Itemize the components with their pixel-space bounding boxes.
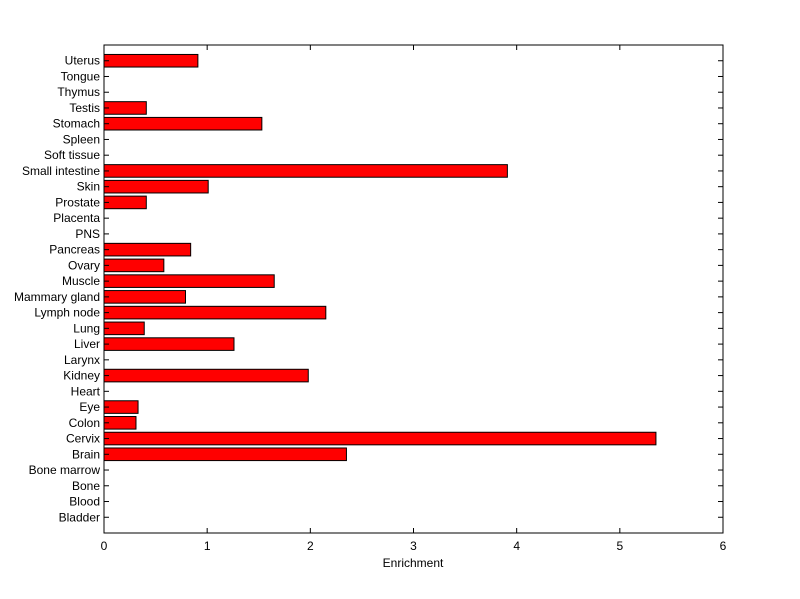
ticks-group [103,45,724,533]
y-tick-label-eye: Eye [79,400,100,414]
y-tick-label-pancreas: Pancreas [49,243,100,257]
bar-muscle [103,274,275,288]
x-axis-label: Enrichment [383,556,444,570]
bar-kidney [103,368,309,383]
y-tick-label-pns: PNS [75,227,100,241]
x-tick-label: 2 [307,539,314,553]
y-tick-label-placenta: Placenta [53,211,100,225]
bar-skin [103,179,209,194]
y-tick-label-bladder: Bladder [59,510,100,524]
y-tick-label-prostate: Prostate [55,195,100,209]
y-tick-label-thymus: Thymus [57,85,100,99]
y-tick-label-liver: Liver [74,337,100,351]
y-tick-label-heart: Heart [71,384,101,398]
bars-group [103,53,657,462]
x-tick-label: 4 [513,539,520,553]
y-tick-label-tongue: Tongue [61,69,101,83]
y-tick-label-brain: Brain [72,447,100,461]
bar-brain [103,447,347,462]
y-tick-label-uterus: Uterus [65,54,100,68]
bar-small-intestine [103,164,508,178]
bar-eye [103,400,139,414]
bar-pancreas [103,242,192,257]
bar-uterus [103,53,199,68]
x-tick-label: 5 [616,539,623,553]
y-tick-label-testis: Testis [69,101,100,115]
x-tick-label: 1 [204,539,211,553]
y-tick-label-kidney: Kidney [63,369,100,383]
y-tick-label-lung: Lung [73,321,100,335]
bar-prostate [103,195,147,210]
y-tick-label-stomach: Stomach [53,117,100,131]
y-tick-label-colon: Colon [69,416,100,430]
y-tick-label-bone-marrow: Bone marrow [29,463,101,477]
bar-mammary-gland [103,290,186,304]
y-tick-label-small-intestine: Small intestine [22,164,100,178]
y-tick-label-skin: Skin [77,180,100,194]
y-tick-label-ovary: Ovary [68,258,100,272]
y-tick-label-blood: Blood [69,495,100,509]
x-tick-label: 3 [410,539,417,553]
bar-liver [103,337,235,351]
x-tick-label: 0 [101,539,108,553]
y-tick-label-cervix: Cervix [66,432,100,446]
y-tick-label-bone: Bone [72,479,100,493]
y-tick-label-mammary-gland: Mammary gland [14,290,100,304]
y-tick-label-lymph-node: Lymph node [34,306,100,320]
axes-box [103,44,724,534]
y-tick-label-larynx: Larynx [64,353,100,367]
y-tick-label-spleen: Spleen [63,132,100,146]
bar-stomach [103,116,263,131]
bar-ovary [103,258,165,273]
y-tick-label-soft-tissue: Soft tissue [44,148,100,162]
bar-testis [103,101,147,115]
x-tick-label: 6 [720,539,727,553]
bar-cervix [103,431,657,446]
bar-lymph-node [103,305,327,320]
bar-lung [103,321,145,336]
y-tick-label-muscle: Muscle [62,274,100,288]
